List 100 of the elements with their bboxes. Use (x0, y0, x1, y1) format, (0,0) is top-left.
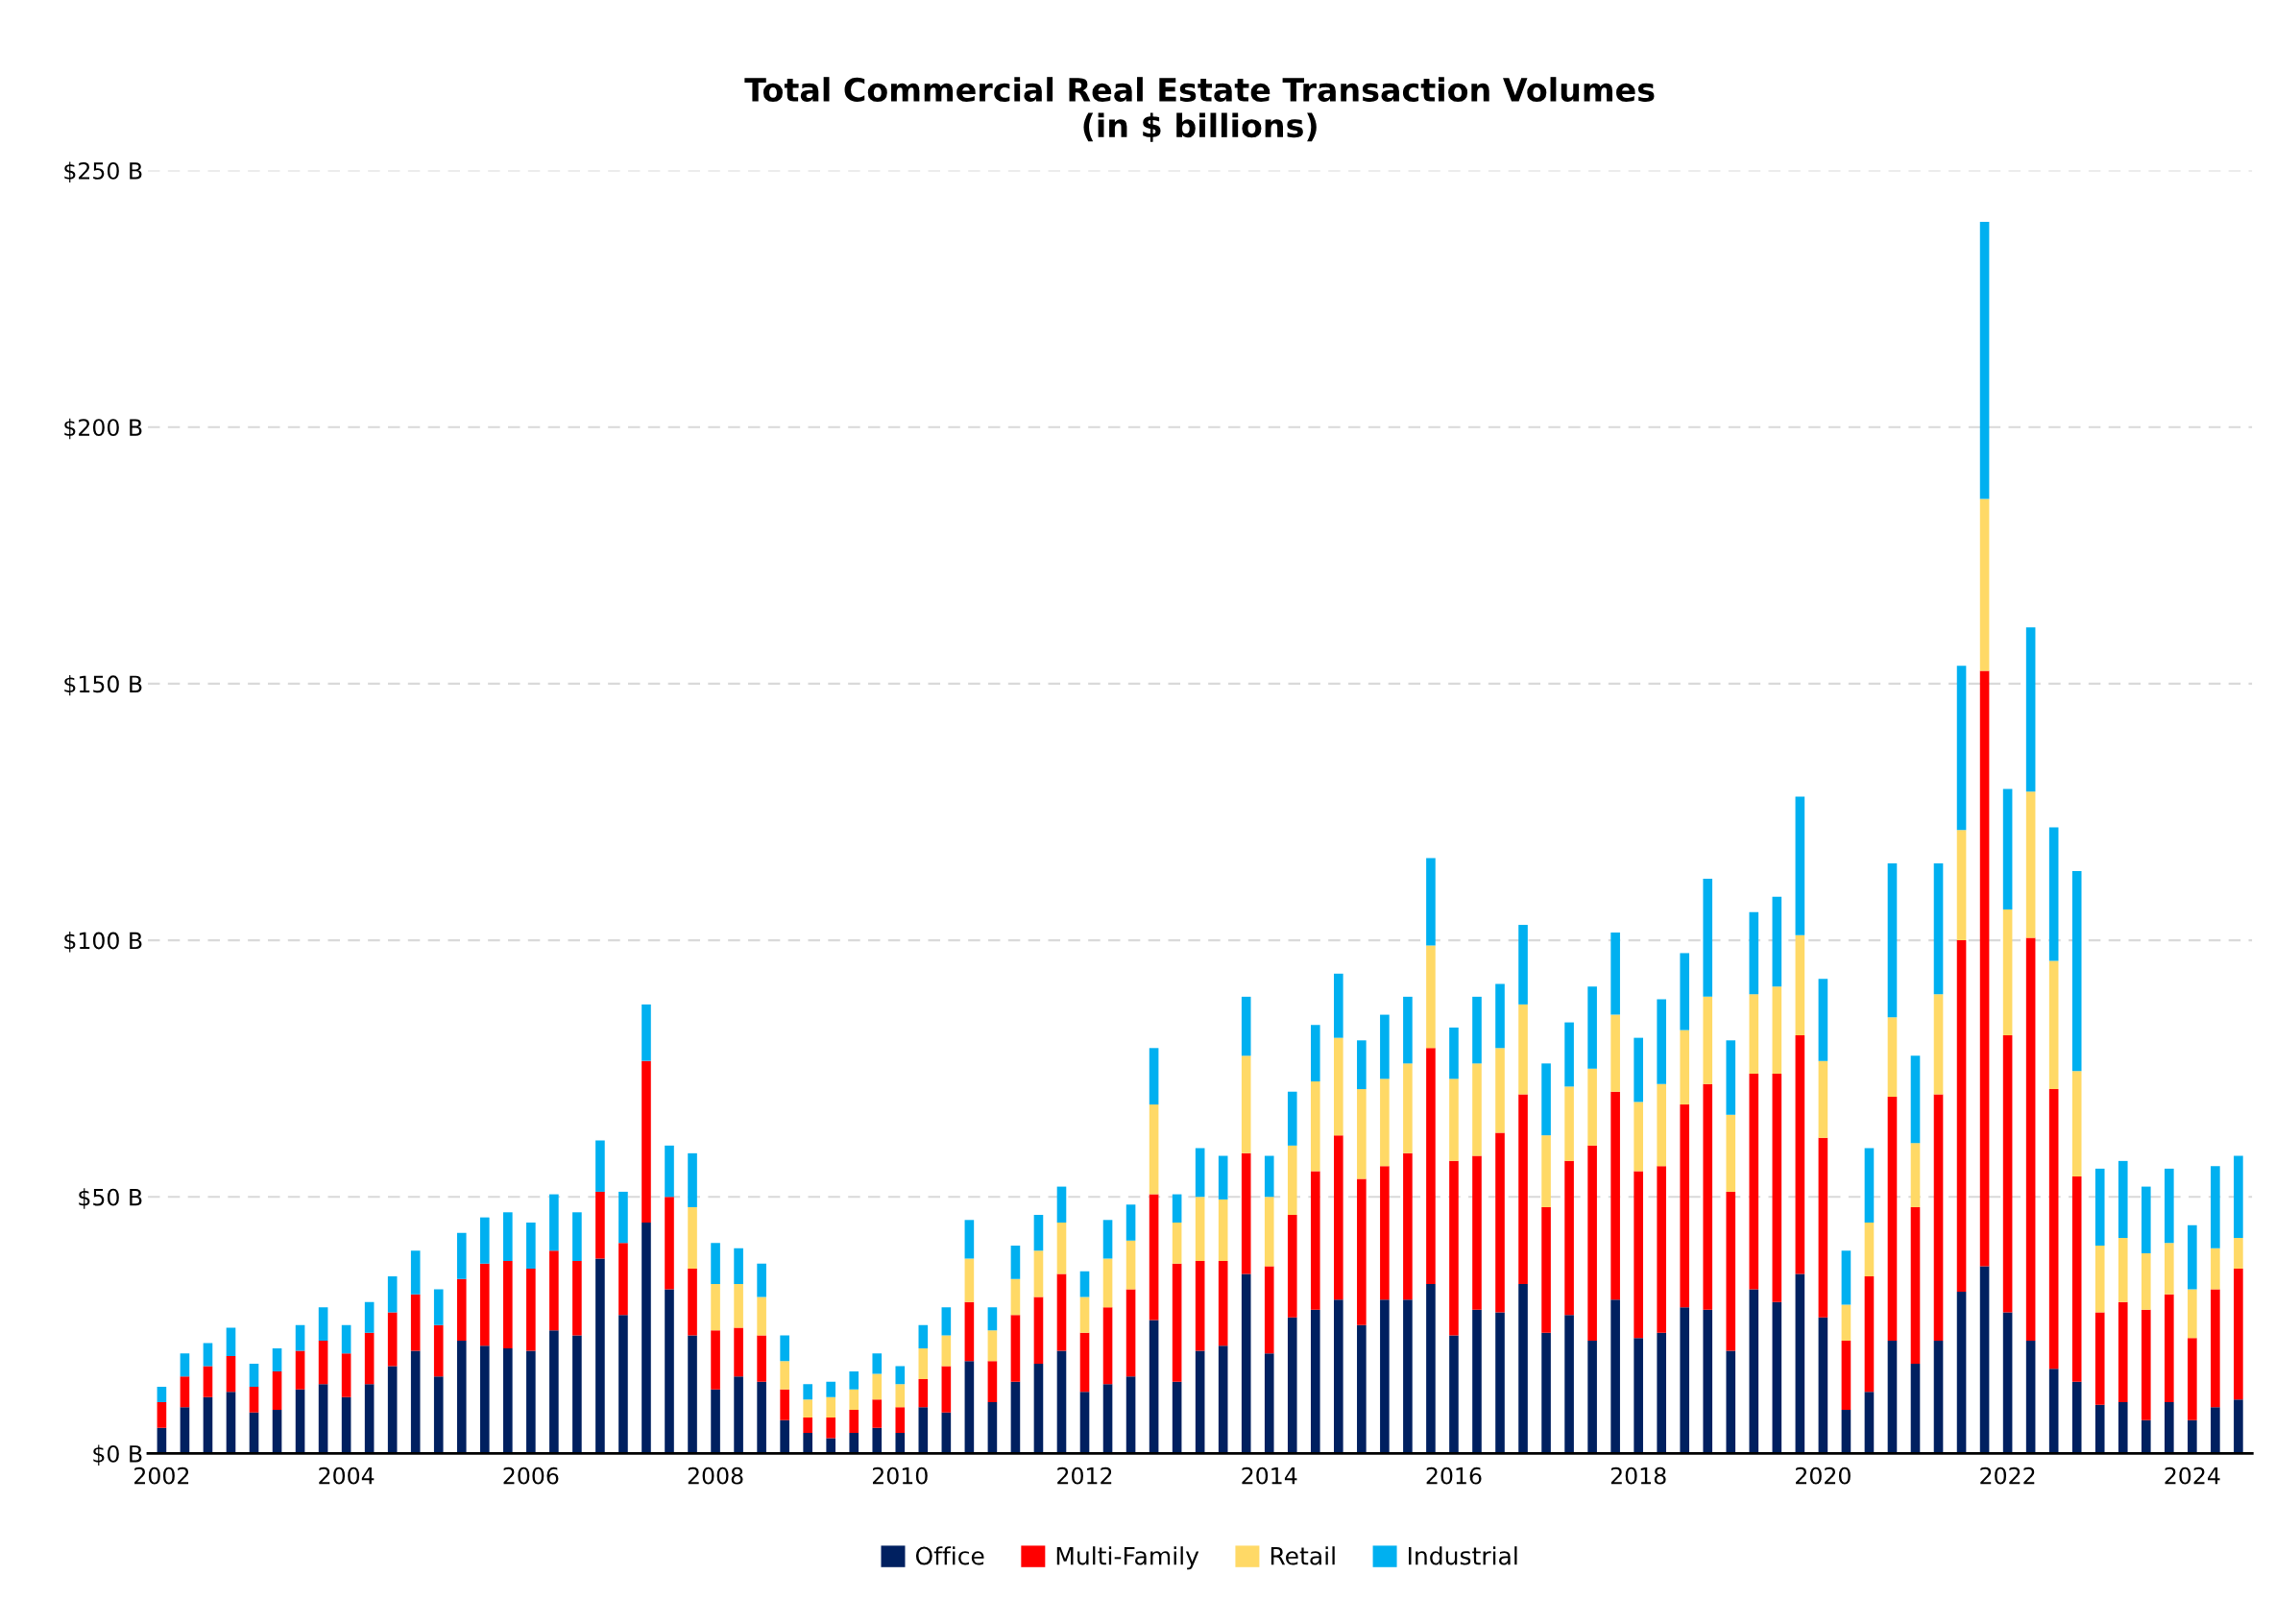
bar (226, 1392, 236, 1454)
bar (1749, 1289, 1759, 1454)
bar (849, 1433, 859, 1454)
bar (1010, 1381, 1021, 1454)
bar (711, 1330, 720, 1390)
bar (2048, 827, 2059, 961)
bar (872, 1353, 883, 1374)
bar (1772, 1301, 1782, 1454)
chart-title: Total Commercial Real Estate Transaction Volumes (in $ billions) (744, 77, 1655, 142)
bar (1033, 1297, 1044, 1364)
bar (1587, 1340, 1597, 1454)
bar (1864, 1148, 1875, 1223)
bar (1033, 1363, 1044, 1454)
bar (595, 1258, 605, 1454)
x-tick-label: 2024 (2165, 1466, 2220, 1485)
bar (1749, 911, 1759, 995)
x-tick-label: 2004 (319, 1466, 375, 1485)
bar (1149, 1104, 1159, 1195)
bar (1010, 1246, 1021, 1279)
bar (1956, 830, 1967, 941)
bar (410, 1250, 421, 1295)
bar (479, 1345, 490, 1454)
bar (895, 1366, 906, 1385)
bar (1426, 1284, 1436, 1454)
bar (1864, 1222, 1875, 1277)
bar (1357, 1178, 1367, 1325)
bar (1010, 1278, 1021, 1316)
bar (688, 1152, 697, 1207)
bar (641, 1004, 651, 1061)
bar (1680, 1104, 1690, 1308)
bar (734, 1284, 743, 1328)
bar (1495, 1048, 1505, 1133)
bar (780, 1361, 789, 1390)
bar (1864, 1276, 1875, 1393)
bar (2094, 1312, 2105, 1405)
bar (2141, 1186, 2151, 1254)
bar (1518, 1004, 1528, 1095)
bar (1634, 1037, 1643, 1103)
bar (2234, 1238, 2243, 1270)
bar (826, 1381, 836, 1397)
bar (341, 1353, 351, 1397)
bar (1749, 1074, 1759, 1290)
bar (249, 1386, 259, 1413)
bar (1933, 862, 1944, 995)
bar (1772, 986, 1782, 1075)
bar (641, 1060, 651, 1223)
bar (757, 1297, 766, 1336)
bar (2141, 1309, 2151, 1420)
bar (1564, 1315, 1574, 1454)
bar (1056, 1186, 1067, 1223)
bar (1795, 796, 1805, 935)
bar (1102, 1220, 1113, 1259)
x-tick-label: 2006 (503, 1466, 559, 1485)
bar (1010, 1315, 1021, 1382)
x-tick-label: 2010 (872, 1466, 928, 1485)
bar (503, 1212, 513, 1262)
bar (572, 1335, 582, 1454)
bar (1380, 1079, 1390, 1167)
bar (987, 1330, 998, 1362)
bar (826, 1438, 836, 1454)
bar (272, 1347, 282, 1371)
bar (1657, 1166, 1667, 1333)
bar (1125, 1240, 1136, 1290)
bar (1403, 1299, 1413, 1454)
bar (1979, 670, 1990, 1267)
bar (2211, 1166, 2220, 1248)
bar (1818, 1317, 1828, 1454)
bar (1195, 1197, 1205, 1262)
bar (849, 1389, 859, 1411)
bar (895, 1433, 906, 1454)
bar (295, 1389, 305, 1454)
bar (549, 1330, 559, 1454)
bar (1264, 1197, 1274, 1267)
bar (595, 1191, 605, 1259)
bar (341, 1324, 351, 1354)
bar (987, 1307, 998, 1331)
bar (1887, 1097, 1898, 1341)
bar (1033, 1214, 1044, 1251)
bar (964, 1301, 975, 1362)
bar (872, 1427, 883, 1454)
y-tick-label: $150 B (64, 674, 142, 696)
bar (826, 1396, 836, 1418)
bar (364, 1332, 375, 1385)
bar (1172, 1194, 1182, 1223)
bar (1541, 1063, 1551, 1136)
bar (387, 1366, 398, 1454)
bar (2002, 788, 2013, 910)
bar (1541, 1135, 1551, 1207)
bar (180, 1376, 190, 1408)
bar (1726, 1191, 1736, 1351)
bar (341, 1396, 351, 1454)
y-tick-label: $100 B (64, 932, 142, 953)
bar (1033, 1250, 1044, 1297)
bar (1841, 1340, 1851, 1411)
bar (1287, 1214, 1297, 1318)
bar (1979, 498, 1990, 671)
y-tick-label: $200 B (64, 418, 142, 440)
bar (1125, 1289, 1136, 1377)
bar (1772, 1074, 1782, 1302)
bar (1472, 996, 1482, 1064)
